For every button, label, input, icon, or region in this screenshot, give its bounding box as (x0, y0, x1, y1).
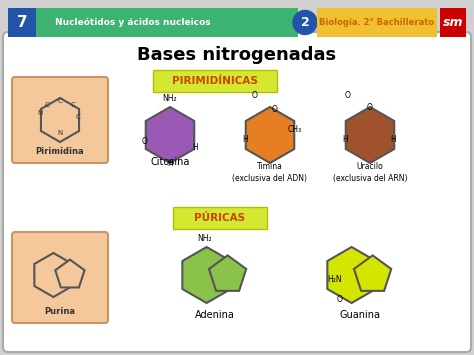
Polygon shape (209, 255, 246, 291)
FancyBboxPatch shape (3, 32, 471, 352)
Text: C: C (45, 102, 49, 108)
Text: Pirimidina: Pirimidina (36, 147, 84, 157)
Text: Purina: Purina (45, 307, 75, 317)
Bar (317, 8, 437, 37)
Circle shape (293, 11, 317, 34)
Text: O: O (252, 91, 258, 100)
Text: NH₂: NH₂ (198, 234, 212, 243)
Text: sm: sm (443, 16, 463, 29)
Polygon shape (55, 260, 84, 288)
Text: Biología. 2° Bachillerato: Biología. 2° Bachillerato (319, 18, 435, 27)
FancyBboxPatch shape (12, 77, 108, 163)
Text: H₂N: H₂N (328, 275, 342, 284)
Text: Adenina: Adenina (195, 310, 235, 320)
Text: N: N (37, 110, 43, 116)
Text: Guanina: Guanina (339, 310, 381, 320)
Text: PÚRICAS: PÚRICAS (194, 213, 246, 223)
Text: N: N (57, 130, 63, 136)
Text: 7: 7 (17, 15, 27, 30)
Text: Nucleótidos y ácidos nucleicos: Nucleótidos y ácidos nucleicos (55, 18, 210, 27)
Polygon shape (34, 253, 73, 297)
Text: C: C (58, 98, 63, 104)
Text: Uracilo
(exclusiva del ARN): Uracilo (exclusiva del ARN) (333, 162, 407, 183)
Text: Bases nitrogenadas: Bases nitrogenadas (137, 46, 337, 64)
Text: O: O (272, 105, 278, 115)
Text: 2: 2 (301, 16, 310, 29)
Text: Timina
(exclusiva del ADN): Timina (exclusiva del ADN) (233, 162, 308, 183)
Polygon shape (182, 247, 231, 303)
Text: H: H (167, 159, 173, 169)
Text: C: C (71, 102, 75, 108)
Text: NH₂: NH₂ (163, 94, 177, 103)
Text: H: H (342, 136, 348, 144)
Polygon shape (346, 107, 394, 163)
FancyBboxPatch shape (8, 8, 298, 37)
Text: H: H (192, 143, 198, 153)
Bar (440, 8, 466, 37)
Text: O: O (142, 137, 148, 147)
FancyBboxPatch shape (173, 207, 267, 229)
Text: H: H (390, 136, 396, 144)
Text: O: O (337, 295, 343, 305)
FancyBboxPatch shape (153, 70, 277, 92)
Polygon shape (246, 107, 294, 163)
FancyBboxPatch shape (12, 232, 108, 323)
Text: CH₃: CH₃ (288, 126, 302, 135)
Text: H: H (242, 136, 248, 144)
Polygon shape (328, 247, 376, 303)
Text: C: C (76, 114, 81, 120)
Polygon shape (41, 98, 79, 142)
Text: O: O (367, 104, 373, 113)
Text: PIRIMIDÍNICAS: PIRIMIDÍNICAS (172, 76, 258, 86)
Bar (8, 8, 36, 37)
Polygon shape (146, 107, 194, 163)
Text: Citosina: Citosina (150, 157, 190, 167)
Polygon shape (354, 255, 391, 291)
Text: O: O (345, 91, 351, 100)
